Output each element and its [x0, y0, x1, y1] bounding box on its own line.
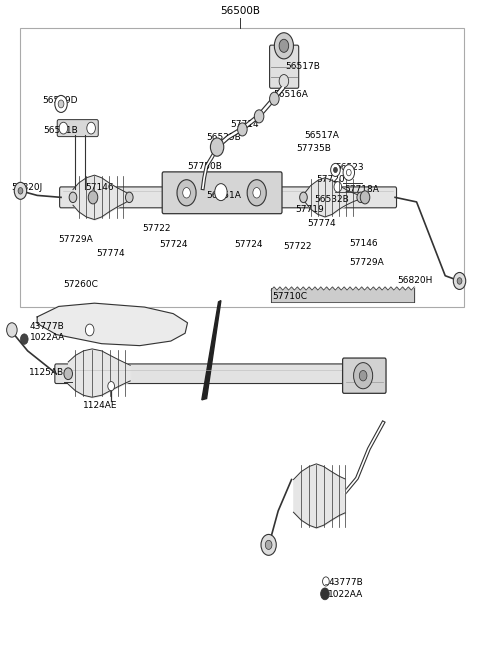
Text: 57774: 57774: [96, 249, 124, 258]
Text: 56517B: 56517B: [285, 62, 320, 72]
FancyBboxPatch shape: [55, 364, 354, 384]
Circle shape: [64, 368, 72, 380]
Text: 56820H: 56820H: [397, 276, 433, 285]
Circle shape: [215, 184, 227, 201]
Text: 57750B: 57750B: [188, 161, 222, 171]
Circle shape: [265, 541, 272, 550]
Text: 56525B: 56525B: [206, 133, 241, 142]
Circle shape: [275, 33, 293, 59]
Circle shape: [270, 92, 279, 105]
Text: 1124AE: 1124AE: [83, 401, 117, 409]
Circle shape: [87, 122, 96, 134]
Circle shape: [354, 363, 372, 389]
Text: 56529D: 56529D: [42, 96, 77, 105]
Text: 57724: 57724: [234, 240, 263, 249]
Text: 56551A: 56551A: [206, 191, 241, 200]
Circle shape: [279, 75, 288, 88]
Text: 57774: 57774: [307, 219, 336, 228]
Text: 57714: 57714: [230, 119, 259, 129]
Circle shape: [360, 371, 367, 381]
Circle shape: [108, 382, 115, 391]
Text: 56521B: 56521B: [43, 125, 78, 134]
Circle shape: [247, 180, 266, 206]
Text: 56500B: 56500B: [220, 7, 260, 16]
Circle shape: [125, 192, 133, 203]
Circle shape: [18, 188, 23, 194]
Circle shape: [59, 122, 68, 134]
Circle shape: [177, 180, 196, 206]
Circle shape: [457, 277, 462, 284]
Text: 57722: 57722: [142, 224, 171, 234]
Circle shape: [334, 167, 337, 173]
Text: 57710C: 57710C: [273, 292, 308, 301]
FancyBboxPatch shape: [60, 187, 396, 208]
Polygon shape: [37, 303, 188, 346]
Text: 56516A: 56516A: [274, 90, 308, 98]
Text: 57722: 57722: [283, 242, 312, 251]
Text: 57260C: 57260C: [63, 279, 98, 289]
Text: 57719: 57719: [295, 205, 324, 214]
Text: 57146: 57146: [85, 183, 114, 192]
Polygon shape: [202, 300, 221, 400]
Circle shape: [254, 110, 264, 123]
Text: 57724: 57724: [159, 240, 187, 249]
Text: 56517A: 56517A: [304, 131, 339, 140]
Text: 57729A: 57729A: [59, 236, 94, 244]
Circle shape: [7, 323, 17, 337]
Circle shape: [357, 192, 364, 203]
FancyBboxPatch shape: [57, 119, 98, 136]
Text: 57729A: 57729A: [349, 258, 384, 267]
Circle shape: [14, 182, 27, 199]
Circle shape: [279, 39, 288, 52]
Circle shape: [85, 324, 94, 336]
Text: 57718A: 57718A: [344, 185, 379, 194]
Text: 57146: 57146: [350, 239, 378, 247]
Text: 43777B: 43777B: [328, 578, 363, 587]
Circle shape: [69, 192, 77, 203]
Circle shape: [331, 163, 340, 176]
Text: 56523: 56523: [336, 163, 364, 173]
Circle shape: [183, 188, 191, 198]
Circle shape: [88, 191, 98, 204]
Circle shape: [323, 577, 329, 586]
Text: 57720: 57720: [316, 174, 345, 184]
Text: 1125AB: 1125AB: [29, 368, 64, 377]
FancyBboxPatch shape: [162, 172, 282, 214]
Circle shape: [347, 169, 351, 176]
Circle shape: [300, 192, 307, 203]
Text: 43777B: 43777B: [30, 321, 65, 331]
Circle shape: [21, 334, 28, 344]
Circle shape: [55, 96, 67, 112]
FancyBboxPatch shape: [21, 28, 464, 307]
Text: 1022AA: 1022AA: [328, 590, 363, 599]
FancyBboxPatch shape: [270, 45, 299, 89]
Circle shape: [238, 123, 247, 136]
Text: 57735B: 57735B: [296, 144, 331, 153]
Text: 1022AA: 1022AA: [30, 333, 65, 342]
Text: 56532B: 56532B: [314, 195, 348, 204]
Circle shape: [321, 588, 329, 600]
Circle shape: [261, 535, 276, 556]
Circle shape: [210, 138, 224, 156]
Circle shape: [58, 100, 64, 108]
Circle shape: [453, 272, 466, 289]
Circle shape: [253, 188, 261, 198]
Circle shape: [360, 191, 370, 204]
Circle shape: [343, 165, 355, 180]
Text: 56820J: 56820J: [11, 183, 42, 192]
Circle shape: [334, 182, 342, 192]
FancyBboxPatch shape: [343, 358, 386, 394]
